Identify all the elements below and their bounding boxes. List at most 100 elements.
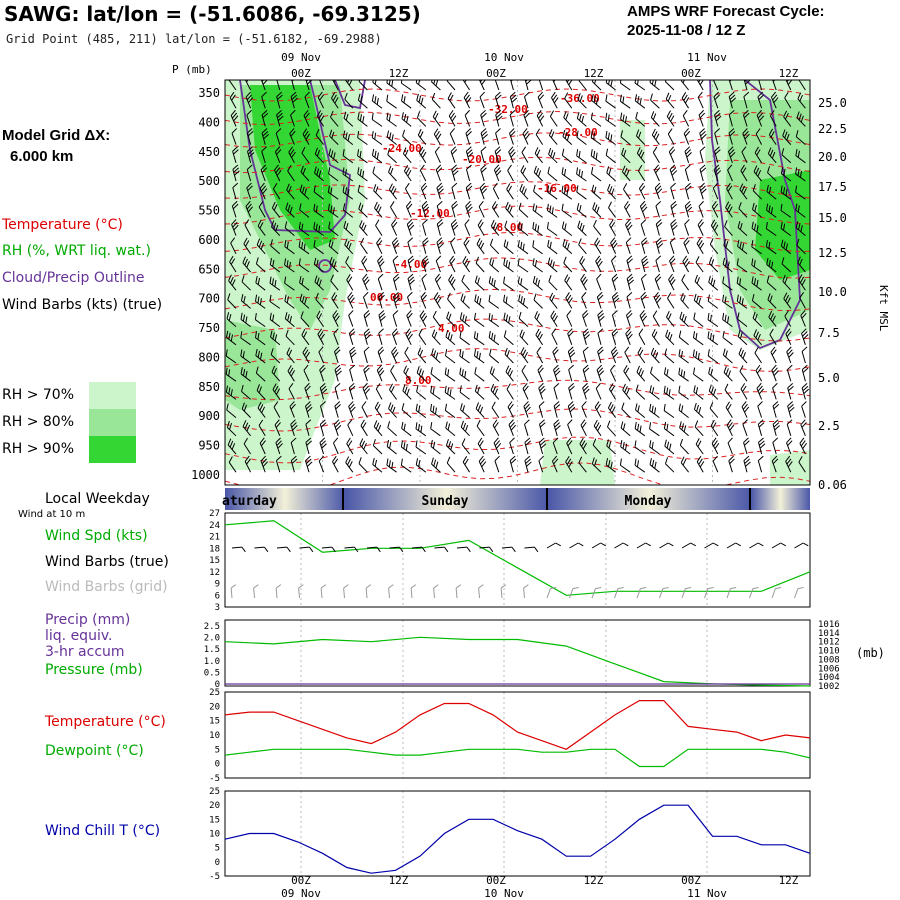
- wind-barb: [722, 276, 733, 291]
- isotherm-label: -12.00: [410, 207, 450, 220]
- wind-barb: [610, 346, 619, 364]
- wind-barb: [728, 91, 737, 109]
- wind-barb: [536, 110, 545, 127]
- pressure-tick-right: 1006: [818, 664, 840, 674]
- wind-barb: [446, 80, 456, 91]
- wind-barb: [712, 182, 719, 200]
- wind-barb: [741, 146, 748, 164]
- wind-barb: [532, 240, 543, 255]
- wind-barb: [386, 94, 397, 109]
- wind-barb: [314, 147, 324, 164]
- wind-barb: [316, 110, 325, 127]
- legend-3hr-accum: 3-hr accum: [45, 644, 125, 660]
- wind-barb: [751, 258, 762, 273]
- wind-barb: [517, 276, 529, 291]
- wind-barb: [780, 203, 792, 218]
- wind-barb: [328, 148, 339, 164]
- wind-barb: [578, 456, 587, 473]
- wind-barb: [271, 220, 281, 236]
- wind-barb: [422, 237, 429, 254]
- wind-barb: [539, 419, 546, 436]
- wind-barb: [451, 164, 459, 182]
- wind-barb: [313, 257, 324, 273]
- wind-barb: [460, 420, 470, 437]
- grid-wind-barb: [591, 587, 602, 599]
- wind-barb: [403, 365, 412, 382]
- wind-barb: [255, 366, 266, 382]
- wind-barb: [684, 164, 691, 182]
- wind-barb: [606, 166, 616, 182]
- wind-barb: [391, 346, 399, 364]
- wind-barb: [401, 94, 412, 109]
- wind-barb: [757, 455, 764, 473]
- wind-barb: [447, 92, 456, 109]
- wind-barb: [230, 237, 237, 255]
- wind-barb: [386, 439, 397, 455]
- wind-barb: [301, 328, 310, 346]
- wind-barb: [538, 401, 545, 418]
- wind-barb: [596, 273, 602, 291]
- wind-barb: [535, 128, 544, 145]
- wind-barb: [591, 93, 602, 109]
- bottom-time-tick: 12Z: [584, 874, 604, 887]
- wind-barb: [650, 93, 660, 109]
- legend-temperature: Temperature (°C): [2, 217, 123, 233]
- wind-barb: [461, 274, 470, 291]
- wind-barb: [710, 419, 719, 437]
- wind-barb: [722, 330, 733, 346]
- wind-barb: [743, 455, 751, 473]
- pressure-tick-right: 1012: [818, 638, 840, 648]
- wind-barb: [798, 274, 806, 291]
- wind-barb: [270, 348, 281, 364]
- wind-barb: [693, 312, 704, 327]
- wind-barb: [492, 419, 500, 437]
- wind-barb: [450, 146, 458, 163]
- wind-barb: [738, 347, 748, 364]
- wind-barb: [708, 366, 719, 382]
- wind-barb: [582, 328, 591, 345]
- pressure-tick: 1000: [191, 468, 220, 482]
- wind-barb: [273, 401, 281, 418]
- wind-barb: [465, 146, 474, 163]
- wind-barb: [699, 146, 706, 163]
- wind-barb: [549, 292, 558, 309]
- wind-barb: [593, 419, 602, 437]
- wind-barb: [331, 292, 339, 309]
- wind-barb: [684, 146, 692, 163]
- wind-barb: [432, 110, 441, 127]
- pressure-tick: 700: [198, 292, 220, 306]
- wind-barb: [666, 110, 675, 127]
- model-grid-label: Model Grid ΔX:: [2, 127, 111, 144]
- wind-barb: [521, 146, 529, 164]
- dewpoint-line: [224, 748, 811, 768]
- wind-barb: [767, 147, 777, 164]
- wind-barb: [783, 110, 792, 127]
- wind-barb: [678, 403, 689, 418]
- wind-barb: [232, 164, 240, 182]
- wind-barb: [561, 203, 573, 218]
- wind-barb: [315, 128, 324, 145]
- wind-barb: [357, 184, 368, 200]
- wind-barb: [532, 203, 543, 218]
- surface-wind-barb: [681, 542, 697, 549]
- wind-barb: [260, 455, 269, 473]
- wind-barb: [275, 437, 283, 455]
- legend-liq-equiv: liq. equiv.: [45, 628, 113, 644]
- wind-barb: [228, 274, 237, 291]
- wind-barb: [770, 346, 777, 364]
- wind-barb: [795, 185, 806, 200]
- wind-barb: [522, 382, 529, 400]
- wind-barb: [768, 128, 777, 145]
- wind-barb: [401, 112, 412, 127]
- wind-barb: [563, 111, 573, 127]
- wind-barb: [623, 365, 631, 382]
- wind-barb: [707, 312, 719, 328]
- top-date-label: 11 Nov: [687, 51, 727, 64]
- wind-barb: [607, 420, 616, 437]
- wind-barb: [430, 422, 441, 437]
- wind-barb: [518, 221, 529, 236]
- wind-barb: [742, 128, 750, 145]
- wind-barb: [406, 310, 413, 327]
- pressure-tick-right: 1016: [818, 620, 840, 630]
- wind-barb: [330, 274, 339, 291]
